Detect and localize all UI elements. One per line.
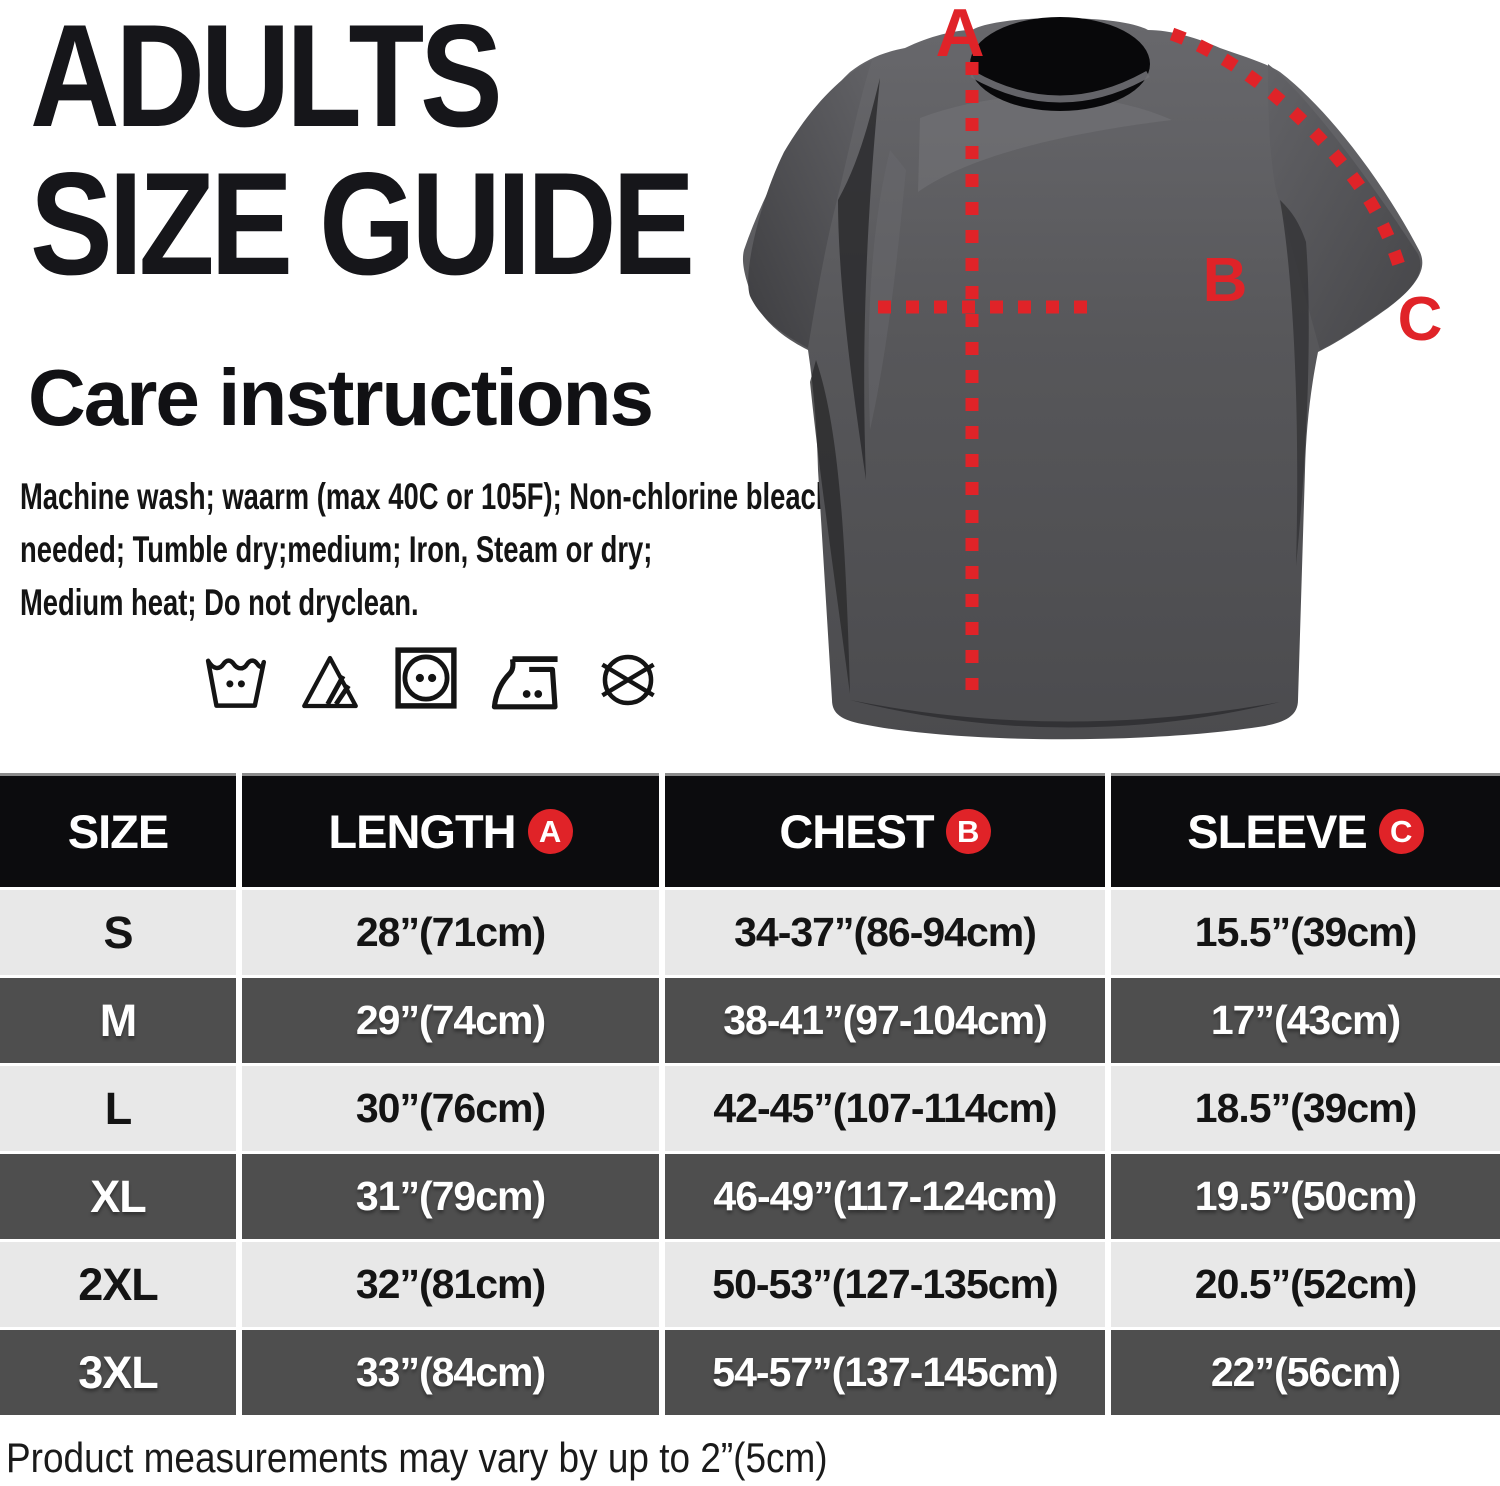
- table-cell-length: 31”(79cm): [242, 1154, 659, 1239]
- chest-marker-label: B: [1203, 246, 1248, 315]
- sleeve-marker-label: C: [1398, 285, 1443, 354]
- length-marker-label: A: [935, 0, 984, 71]
- table-cell-length: 30”(76cm): [242, 1066, 659, 1151]
- table-cell-size: 3XL: [0, 1330, 236, 1415]
- tshirt-graphic: [742, 17, 1423, 740]
- sleeve-marker-badge: C: [1378, 809, 1424, 854]
- column-header-label: LENGTH: [328, 805, 516, 858]
- table-cell-chest: 42-45”(107-114cm): [665, 1066, 1105, 1151]
- column-header-chest: CHEST B: [665, 773, 1105, 887]
- table-cell-chest: 50-53”(127-135cm): [665, 1242, 1105, 1327]
- column-header-length: LENGTH A: [242, 773, 659, 887]
- care-instructions-text: Machine wash; waarm (max 40C or 105F); N…: [20, 470, 871, 629]
- page-title-line1: ADULTS: [30, 0, 503, 157]
- table-cell-length: 28”(71cm): [242, 890, 659, 975]
- table-cell-length: 33”(84cm): [242, 1330, 659, 1415]
- table-cell-size: 2XL: [0, 1242, 236, 1327]
- non-chlorine-bleach-icon: [298, 652, 362, 712]
- column-header-sleeve: SLEEVE C: [1111, 773, 1500, 887]
- table-cell-chest: 46-49”(117-124cm): [665, 1154, 1105, 1239]
- table-cell-chest: 34-37”(86-94cm): [665, 890, 1105, 975]
- iron-medium-heat-icon: [490, 654, 562, 712]
- column-header-label: CHEST: [779, 805, 934, 858]
- table-cell-chest: 54-57”(137-145cm): [665, 1330, 1105, 1415]
- page-title: ADULTS SIZE GUIDE: [30, 0, 695, 305]
- table-cell-length: 29”(74cm): [242, 978, 659, 1063]
- do-not-dryclean-icon: [592, 648, 664, 712]
- table-cell-sleeve: 15.5”(39cm): [1111, 890, 1500, 975]
- length-marker-badge: A: [527, 809, 573, 854]
- care-instructions-heading: Care instructions: [28, 353, 654, 442]
- column-header-label: SIZE: [67, 805, 169, 858]
- measurement-lines: [878, 27, 1408, 690]
- column-header-label: SLEEVE: [1187, 805, 1367, 858]
- table-cell-chest: 38-41”(97-104cm): [665, 978, 1105, 1063]
- table-cell-sleeve: 18.5”(39cm): [1111, 1066, 1500, 1151]
- table-cell-size: XL: [0, 1154, 236, 1239]
- care-text-line: Medium heat; Do not dryclean.: [20, 582, 419, 623]
- sleeve-dotted-line: [1169, 27, 1408, 274]
- table-cell-sleeve: 20.5”(52cm): [1111, 1242, 1500, 1327]
- table-cell-sleeve: 17”(43cm): [1111, 978, 1500, 1063]
- tumble-dry-medium-icon: [392, 644, 460, 712]
- page-title-line2: SIZE GUIDE: [30, 142, 695, 305]
- table-cell-size: M: [0, 978, 236, 1063]
- tshirt-measurement-diagram: A B C: [720, 0, 1500, 765]
- table-cell-length: 32”(81cm): [242, 1242, 659, 1327]
- size-table: SIZE LENGTH A CHEST B SLEEVE C S 28”(71c…: [0, 773, 1500, 1415]
- care-text-line: needed; Tumble dry;medium; Iron, Steam o…: [20, 529, 653, 570]
- care-symbols-row: [202, 642, 722, 712]
- column-header-size: SIZE: [0, 773, 236, 887]
- care-text-line: Machine wash; waarm (max 40C or 105F); N…: [20, 476, 871, 517]
- table-cell-size: S: [0, 890, 236, 975]
- measurement-disclaimer: Product measurements may vary by up to 2…: [6, 1434, 828, 1481]
- machine-wash-warm-icon: [202, 648, 268, 712]
- table-cell-sleeve: 19.5”(50cm): [1111, 1154, 1500, 1239]
- chest-marker-badge: B: [945, 809, 991, 854]
- table-cell-sleeve: 22”(56cm): [1111, 1330, 1500, 1415]
- table-cell-size: L: [0, 1066, 236, 1151]
